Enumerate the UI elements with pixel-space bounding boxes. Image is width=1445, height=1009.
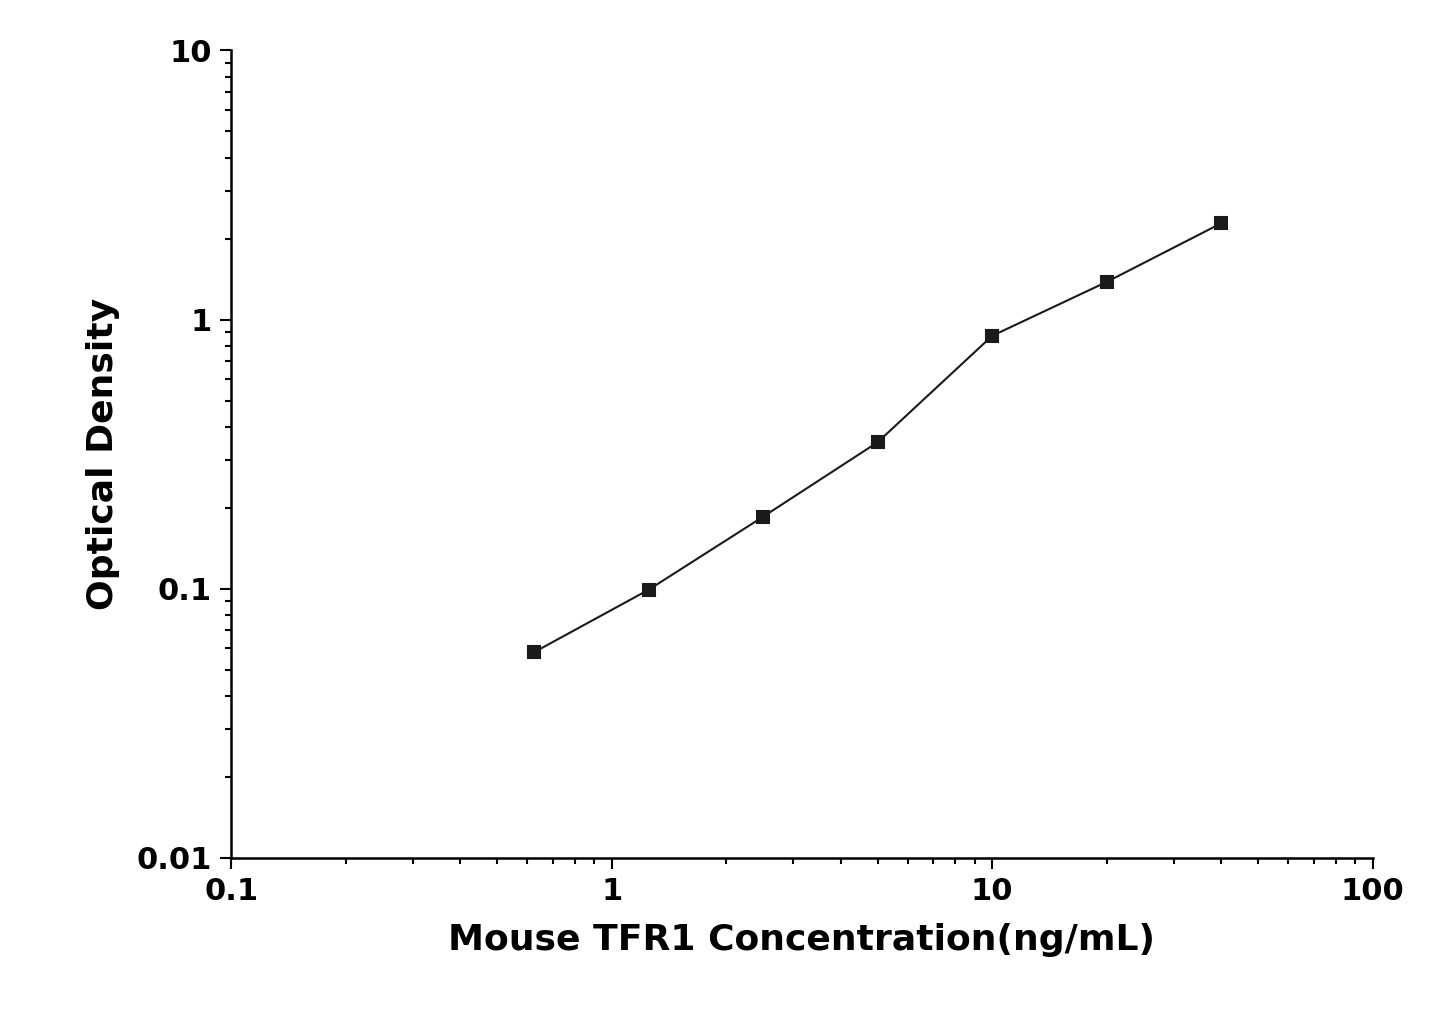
X-axis label: Mouse TFR1 Concentration(ng/mL): Mouse TFR1 Concentration(ng/mL) bbox=[448, 923, 1156, 957]
Y-axis label: Optical Density: Optical Density bbox=[85, 298, 120, 610]
